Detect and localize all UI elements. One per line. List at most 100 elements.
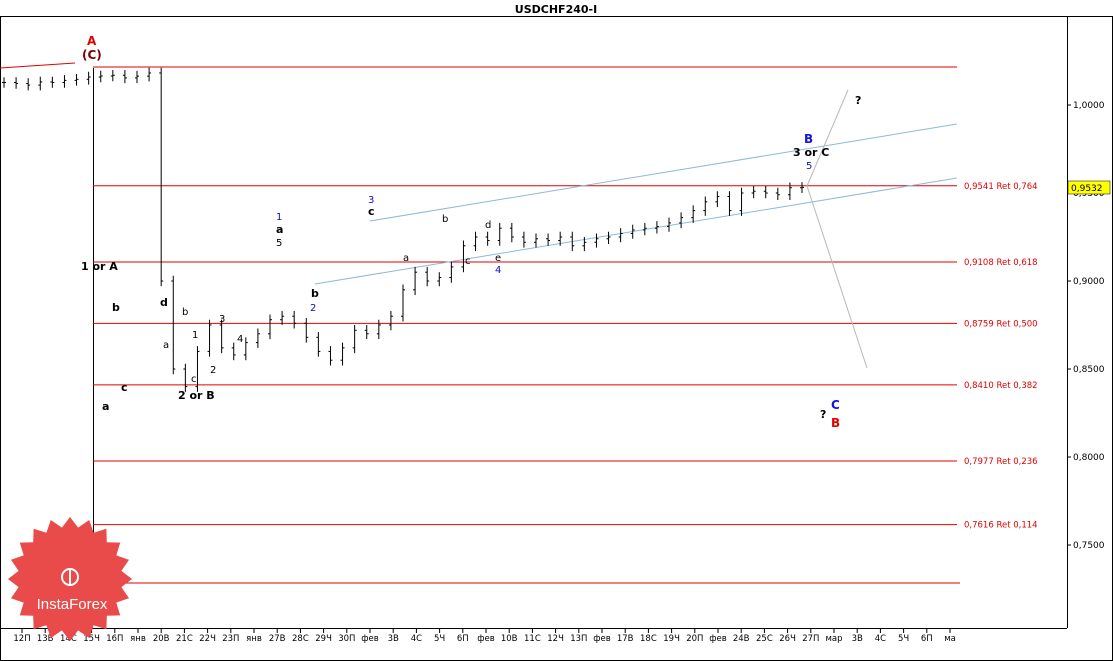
fib-label: 0,9108 Ret 0,618	[964, 258, 1038, 268]
x-tick-label: 28С	[292, 634, 309, 644]
wave-label-top-a: A	[87, 34, 97, 48]
x-tick-label: 5Ч	[898, 634, 909, 644]
wave-label-3-or-c: 3 or C	[793, 146, 829, 159]
wave-label-2-blue: 2	[310, 303, 316, 314]
x-tick-label: 24В	[733, 634, 750, 644]
wave-label-a3: a	[276, 223, 283, 236]
x-tick-label: 18С	[640, 634, 657, 644]
x-tick-label: 16П	[106, 634, 123, 644]
x-tick-label: 6П	[457, 634, 469, 644]
x-tick-label: 15Ч	[83, 634, 100, 644]
x-tick-label: 27П	[802, 634, 819, 644]
y-tick-label: 0,7500	[1073, 541, 1105, 551]
x-tick-label: 22Ч	[199, 634, 216, 644]
chart-title: USDCHF240-I	[515, 3, 597, 16]
wave-label-question-high: ?	[855, 94, 861, 107]
x-tick-label: 29Ч	[315, 634, 332, 644]
wave-label-4-blue: 4	[495, 265, 501, 276]
x-tick-label: 30П	[338, 634, 355, 644]
x-tick-label: 12П	[13, 634, 30, 644]
x-tick-label: 6П	[921, 634, 933, 644]
x-tick-label: 14С	[60, 634, 77, 644]
fib-label: 0,7977 Ret 0,236	[964, 457, 1038, 467]
x-tick-label: 19Ч	[663, 634, 680, 644]
brand-name: InstaForex	[37, 596, 108, 613]
price-bars	[2, 67, 804, 392]
wave-label-2: 2	[210, 365, 216, 376]
x-tick-label: 11С	[524, 634, 541, 644]
x-tick-label: 10В	[501, 634, 518, 644]
wave-label-b4: b	[442, 214, 448, 225]
wave-label-d4: d	[485, 220, 491, 231]
x-tick-label: 20В	[153, 634, 170, 644]
wave-label-b3: b	[311, 287, 319, 300]
wave-label-c2: c	[191, 374, 197, 385]
instaforex-logo: InstaForex	[8, 517, 132, 641]
x-tick-label: 17В	[617, 634, 634, 644]
x-tick-label: янв	[246, 634, 262, 644]
projection-up	[806, 89, 849, 187]
wave-label-4: 4	[237, 334, 243, 345]
wave-label-a1: a	[102, 400, 109, 413]
x-tick-label: 27В	[269, 634, 286, 644]
wave-label-5-blue: 5	[806, 161, 812, 172]
wave-label-5: 5	[276, 238, 282, 249]
projection-down	[806, 185, 868, 369]
x-tick-label: ма	[944, 634, 956, 644]
wave-label-top-c: (C)	[82, 48, 102, 62]
wave-label-bottom-b: B	[831, 416, 840, 430]
wave-label-e4: e	[495, 253, 501, 264]
y-tick-label: 0,8000	[1073, 453, 1105, 463]
wave-label-1-or-a: 1 or A	[81, 260, 118, 273]
x-tick-label: 13П	[570, 634, 587, 644]
x-tick-label: фев	[593, 634, 611, 644]
channel-lower	[314, 177, 958, 285]
fib-retracements: 0,9541 Ret 0,764 0,9108 Ret 0,618 0,8759 R…	[93, 182, 1038, 531]
x-tick-label: мар	[825, 634, 842, 644]
x-tick-label: 4С	[875, 634, 886, 644]
x-tick-label: 4С	[411, 634, 422, 644]
wave-label-c1: c	[121, 381, 128, 394]
y-tick-label: 0,9000	[1073, 277, 1105, 287]
wave-label-c3: c	[368, 205, 375, 218]
wave-label-question-low: ?	[820, 408, 826, 421]
y-tick-label: 0,8500	[1073, 365, 1105, 375]
current-price-box	[1067, 180, 1111, 195]
wave-label-2-or-b: 2 or B	[178, 389, 215, 402]
x-tick-label: 13В	[37, 634, 54, 644]
wave-label-1: 1	[192, 330, 198, 341]
wave-label-d1: d	[160, 296, 168, 309]
wave-label-3: 3	[219, 314, 225, 325]
wave-label-1-blue: 1	[276, 212, 282, 223]
y-tick-label: 1,0000	[1073, 101, 1105, 111]
x-tick-label: 3В	[852, 634, 863, 644]
channel-upper	[369, 123, 958, 222]
wave-label-a2: a	[163, 340, 169, 351]
x-tick-label: янв	[130, 634, 146, 644]
time-axis-ticks: 12П 13В 14С 15Ч 16П янв 20В 21С 22Ч 23П янв 27В 28С 2…	[13, 628, 956, 644]
fib-label: 0,7616 Ret 0,114	[964, 521, 1038, 531]
x-tick-label: 26Ч	[779, 634, 796, 644]
fib-label: 0,8759 Ret 0,500	[964, 319, 1038, 329]
wave-label-3-blue: 3	[368, 195, 374, 206]
wave-label-big-c: C	[831, 398, 840, 412]
wave-label-b2: b	[182, 307, 188, 318]
chart-frame	[0, 16, 1113, 661]
x-tick-label: 3В	[388, 634, 399, 644]
wave-label-big-b: B	[804, 132, 813, 146]
x-tick-label: фев	[361, 634, 379, 644]
x-tick-label: фев	[477, 634, 495, 644]
fib-label: 0,8410 Ret 0,382	[964, 381, 1038, 391]
wave-label-b1: b	[112, 301, 120, 314]
x-tick-label: 5Ч	[434, 634, 445, 644]
x-tick-label: 23П	[222, 634, 239, 644]
current-price-label: 0,9532	[1071, 184, 1103, 194]
x-tick-label: 21С	[176, 634, 193, 644]
x-tick-label: 20П	[686, 634, 703, 644]
x-tick-label: фев	[709, 634, 727, 644]
fib-label: 0,9541 Ret 0,764	[964, 182, 1038, 192]
wave-label-a4: a	[403, 253, 409, 264]
wave-label-c4: c	[465, 256, 471, 267]
x-tick-label: 25С	[756, 634, 773, 644]
